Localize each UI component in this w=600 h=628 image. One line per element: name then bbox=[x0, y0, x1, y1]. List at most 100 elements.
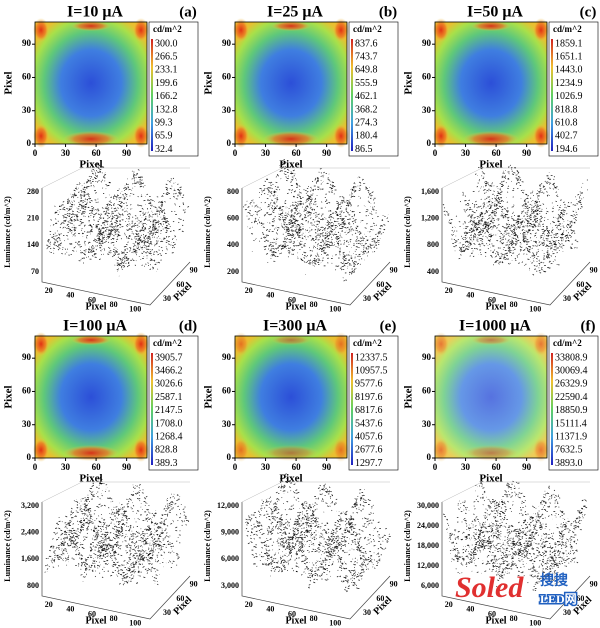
x3d-tick-label: 100 bbox=[129, 305, 141, 314]
y3d-tick-label: 30 bbox=[163, 608, 171, 617]
hot-spot bbox=[463, 445, 519, 461]
surface-points bbox=[44, 475, 190, 586]
z-tick-label: 400 bbox=[227, 240, 239, 249]
colorbar-unit: cd/m^2 bbox=[353, 338, 382, 348]
colorbar-tick-label: 1026.9 bbox=[555, 91, 583, 102]
x3d-tick-label: 20 bbox=[45, 600, 53, 609]
y-tick-label: 60 bbox=[222, 386, 232, 396]
colorbar-tick-label: 4057.6 bbox=[355, 431, 383, 442]
colorbar-tick-label: 22590.4 bbox=[555, 392, 588, 403]
x-axis-label: Pixel bbox=[479, 159, 502, 171]
watermark-brand: Soled bbox=[455, 571, 524, 604]
x3d-tick-label: 80 bbox=[510, 614, 518, 623]
colorbar-tick-label: 300.0 bbox=[155, 38, 178, 49]
x3d-axis-label: Pixel bbox=[85, 615, 106, 626]
z-tick-label: 400 bbox=[427, 267, 439, 276]
y-axis-label: Pixel bbox=[203, 385, 215, 408]
x3d-tick-label: 20 bbox=[445, 286, 453, 295]
x-tick-label: 30 bbox=[261, 462, 271, 472]
heatmap-frame bbox=[434, 21, 548, 145]
x-tick-label: 90 bbox=[322, 148, 332, 158]
heatmap bbox=[35, 336, 147, 458]
box-edge bbox=[41, 188, 191, 306]
heatmap-frame bbox=[34, 335, 148, 459]
hot-spot bbox=[33, 18, 49, 42]
z-tick-label: 800 bbox=[427, 240, 439, 249]
colorbar bbox=[151, 39, 153, 151]
x-tick-label: 90 bbox=[122, 148, 132, 158]
y-tick-label: 90 bbox=[22, 352, 32, 362]
colorbar-tick-label: 6817.6 bbox=[355, 405, 383, 416]
watermark-cn: 搜搜 bbox=[540, 572, 569, 589]
x3d-tick-label: 100 bbox=[329, 619, 341, 628]
hot-spot bbox=[233, 438, 249, 462]
colorbar bbox=[551, 39, 553, 151]
colorbar-tick-label: 33808.9 bbox=[555, 352, 588, 363]
y-tick-label: 60 bbox=[222, 72, 232, 82]
colorbar-tick-label: 3026.6 bbox=[155, 379, 183, 390]
x3d-tick-label: 80 bbox=[110, 614, 118, 623]
x3d-tick-label: 80 bbox=[310, 614, 318, 623]
hot-spot bbox=[271, 335, 311, 345]
y3d-tick-label: 90 bbox=[590, 580, 598, 589]
hot-spot bbox=[333, 332, 349, 356]
x-axis-label: Pixel bbox=[79, 473, 102, 485]
hot-spot bbox=[333, 18, 349, 42]
z-tick-label: 1,200 bbox=[421, 213, 439, 222]
colorbar-box bbox=[548, 335, 599, 471]
colorbar-tick-label: 65.9 bbox=[155, 131, 173, 142]
colorbar-box bbox=[348, 21, 399, 157]
y3d-axis-label: Pixel bbox=[172, 594, 195, 617]
hot-spot bbox=[233, 332, 249, 356]
colorbar-tick-label: 1234.9 bbox=[555, 78, 583, 89]
colorbar-tick-label: 402.7 bbox=[555, 131, 578, 142]
colorbar-tick-label: 8197.6 bbox=[355, 392, 383, 403]
colorbar-tick-label: 818.8 bbox=[555, 104, 578, 115]
colorbar-tick-label: 199.6 bbox=[155, 78, 178, 89]
colorbar-tick-label: 86.5 bbox=[355, 144, 373, 155]
x-tick-label: 90 bbox=[122, 462, 132, 472]
y3d-tick-label: 30 bbox=[163, 294, 171, 303]
y-tick-label: 0 bbox=[227, 138, 232, 148]
z-tick-label: 30,000 bbox=[417, 501, 439, 510]
z-tick-label: 600 bbox=[227, 213, 239, 222]
z-tick-label: 70 bbox=[31, 267, 39, 276]
y3d-tick-label: 90 bbox=[390, 580, 398, 589]
z-tick-label: 800 bbox=[27, 581, 39, 590]
hot-spot bbox=[63, 131, 119, 147]
y-tick-label: 90 bbox=[222, 352, 232, 362]
colorbar-tick-label: 743.7 bbox=[355, 51, 378, 62]
y3d-axis-label: Pixel bbox=[572, 280, 595, 303]
y-tick-label: 90 bbox=[222, 38, 232, 48]
colorbar-tick-label: 30069.4 bbox=[555, 365, 588, 376]
hot-spot bbox=[433, 438, 449, 462]
x3d-tick-label: 60 bbox=[288, 295, 296, 304]
y3d-tick-label: 60 bbox=[376, 594, 384, 603]
colorbar-tick-label: 233.1 bbox=[155, 65, 178, 76]
panel: I=300 μA (e) 0 30 60 90 0 30 60 90 Pixel Pixel cd/m^… bbox=[203, 318, 399, 628]
y3d-axis-label: Pixel bbox=[372, 594, 395, 617]
y-tick-label: 90 bbox=[422, 38, 432, 48]
surface-points bbox=[243, 159, 389, 282]
box-edge-back bbox=[41, 167, 190, 189]
hot-spot bbox=[133, 18, 149, 42]
y3d-tick-label: 60 bbox=[576, 594, 584, 603]
colorbar-unit: cd/m^2 bbox=[153, 24, 182, 34]
colorbar-box bbox=[148, 335, 199, 471]
y3d-tick-label: 90 bbox=[190, 580, 198, 589]
z-tick-label: 18,000 bbox=[417, 541, 439, 550]
z-tick-label: 6,000 bbox=[221, 554, 239, 563]
y-axis-label: Pixel bbox=[403, 71, 415, 94]
colorbar-tick-label: 18850.9 bbox=[555, 405, 588, 416]
x3d-tick-label: 40 bbox=[66, 291, 74, 300]
x3d-tick-label: 80 bbox=[310, 300, 318, 309]
colorbar-tick-label: 2677.6 bbox=[355, 445, 383, 456]
y-axis-label: Pixel bbox=[3, 385, 15, 408]
colorbar-unit: cd/m^2 bbox=[353, 24, 382, 34]
hot-spot bbox=[133, 332, 149, 356]
y-tick-label: 0 bbox=[427, 452, 432, 462]
surface-points bbox=[443, 474, 588, 591]
colorbar-tick-label: 1651.1 bbox=[555, 51, 583, 62]
z-tick-label: 1,600 bbox=[21, 554, 39, 563]
colorbar-tick-label: 2147.5 bbox=[155, 405, 183, 416]
